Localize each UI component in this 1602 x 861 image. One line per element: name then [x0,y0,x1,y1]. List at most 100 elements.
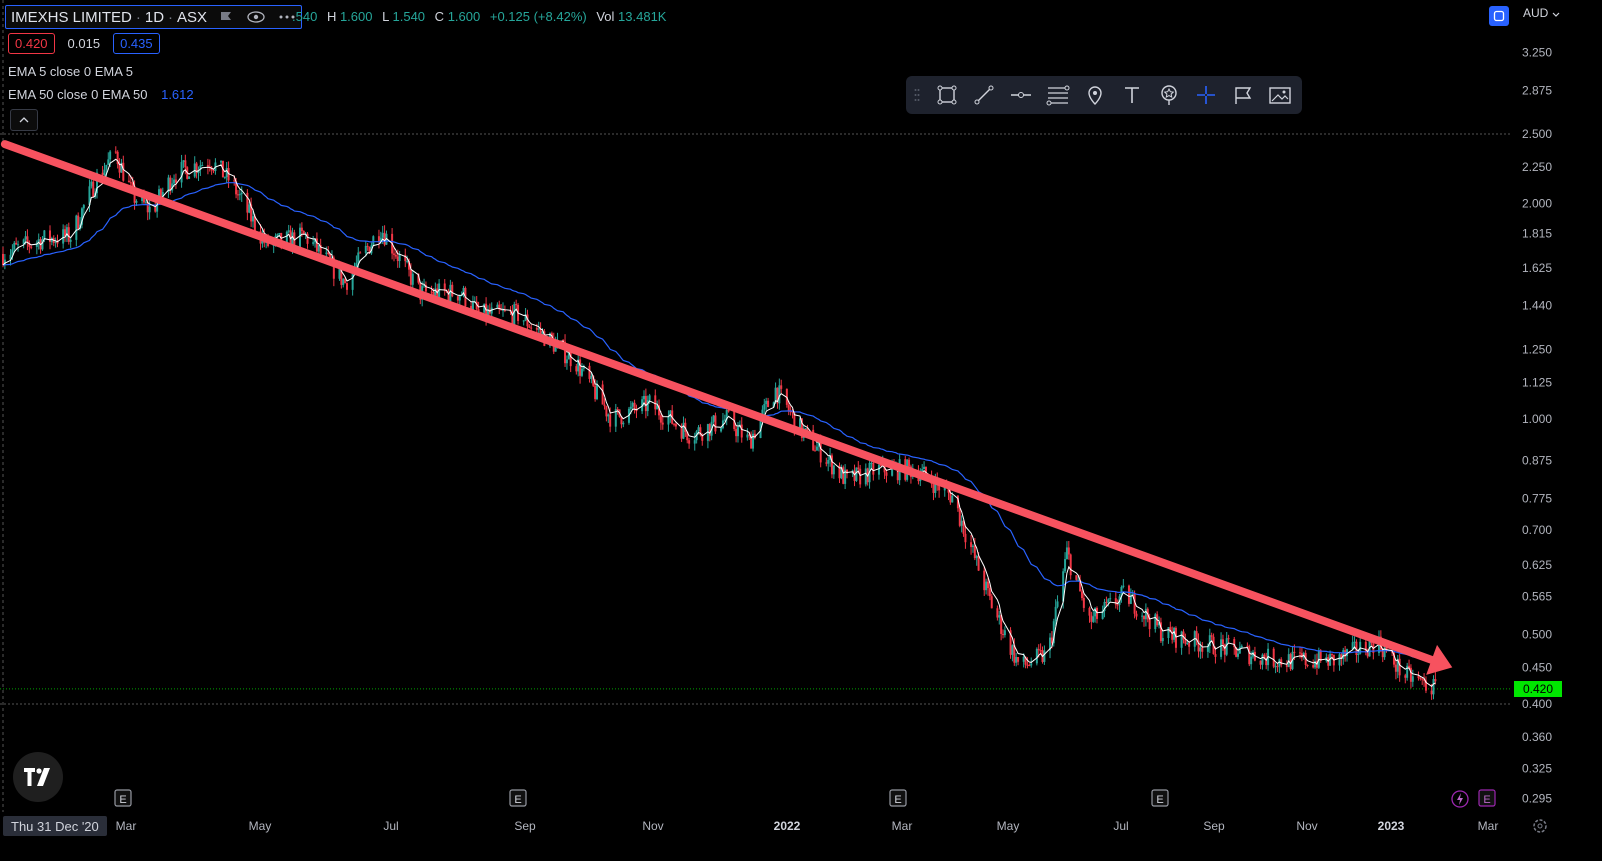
candle-body [579,359,582,376]
crosshair-tool[interactable] [1187,76,1224,114]
candle-body [789,411,792,413]
text-tool[interactable] [1113,76,1150,114]
fib-tool[interactable] [1039,76,1076,114]
candle-body [1105,601,1108,603]
candle-body [1062,571,1065,602]
candle-body [1043,650,1046,662]
currency-label: AUD [1523,6,1549,20]
candle [35,240,38,255]
candle [1338,652,1341,671]
symbol-title[interactable]: IMEXHS LIMITED · 1D · ASX [5,5,303,29]
candle [832,464,835,479]
candle-body [607,414,610,417]
candle [1127,584,1130,607]
candle [120,158,123,173]
candle-body [661,422,664,425]
candle-body [590,375,593,379]
candle [1065,541,1068,560]
candle [392,246,395,262]
candle-body [1090,615,1093,622]
candle [669,410,672,423]
candle [633,399,636,414]
candle [522,320,525,326]
candle-body [1225,638,1228,655]
eye-icon[interactable] [247,11,265,23]
bid-price[interactable]: 0.420 [8,33,55,54]
candle-body [114,151,117,153]
more-icon[interactable] [279,14,295,20]
candle-body [246,192,249,213]
candle-body [201,165,204,167]
candle-body [1330,653,1333,655]
candle-body [659,415,662,423]
change-value: +0.125 (+8.42%) [489,9,587,24]
y-tick-label: 0.500 [1522,628,1552,642]
candle [144,198,147,204]
currency-selector[interactable]: AUD [1523,6,1560,20]
price-note-icon [1087,86,1102,105]
candle [1049,633,1052,659]
flag-icon[interactable] [219,11,233,24]
earnings-marker-label: E [514,794,521,806]
candle-body [1421,678,1424,680]
candle-body [674,424,677,427]
candle-body [225,167,228,178]
horizontal-ray-tool[interactable] [1002,76,1039,114]
rectangle-icon [937,85,956,105]
candle [1116,599,1119,610]
candle-body [938,484,941,491]
low-value: 1.540 [392,9,426,24]
x-tick-label: May [997,819,1020,833]
candle-body [240,192,243,195]
candle-body [686,431,689,441]
candle-body [701,434,704,441]
candle [1423,673,1426,687]
tradingview-logo[interactable] [13,752,63,802]
rectangle-tool[interactable] [928,76,965,114]
candle [483,303,486,314]
drag-handle-icon[interactable] [906,76,928,114]
candle-body [156,201,159,212]
candle [1026,657,1029,669]
candle [1259,660,1262,670]
candle [1088,606,1091,623]
candle-body [1069,554,1072,576]
candle [990,593,993,609]
candle [404,248,407,268]
candle-body [857,467,860,469]
image-tool[interactable] [1261,76,1298,114]
title-separator: · [168,8,174,26]
ema5-legend[interactable]: EMA 5 close 0 EMA 5 [8,64,133,79]
emoji-tool[interactable] [1150,76,1187,114]
candle [180,154,183,188]
candle [1394,660,1397,680]
candle-body [622,422,625,425]
price-note-tool[interactable] [1076,76,1113,114]
candle-body [314,238,317,243]
candle-body [1169,627,1172,633]
candle [17,240,20,252]
candle-body [859,468,862,485]
emoji-icon [1160,85,1177,105]
candle [1000,613,1003,641]
candle-body [580,368,583,376]
candle [964,526,967,549]
candle [1299,647,1302,659]
candle-body [48,230,51,242]
ema50-legend[interactable]: EMA 50 close 0 EMA 50 1.612 [8,87,194,102]
candle-body [396,256,399,262]
flag-tool[interactable] [1224,76,1261,114]
ask-price[interactable]: 0.435 [113,33,160,54]
candle [1278,658,1281,674]
sync-button[interactable] [1489,6,1509,26]
candle-body [727,410,730,412]
x-tick-label: Sep [1203,819,1225,833]
candle [1201,641,1204,659]
collapse-legend-button[interactable] [10,109,38,131]
candle [1314,654,1317,670]
trend-line-tool[interactable] [965,76,1002,114]
close-value: 1.600 [447,9,481,24]
last-price-tag: 0.420 [1514,681,1562,697]
candle-body [962,520,965,534]
